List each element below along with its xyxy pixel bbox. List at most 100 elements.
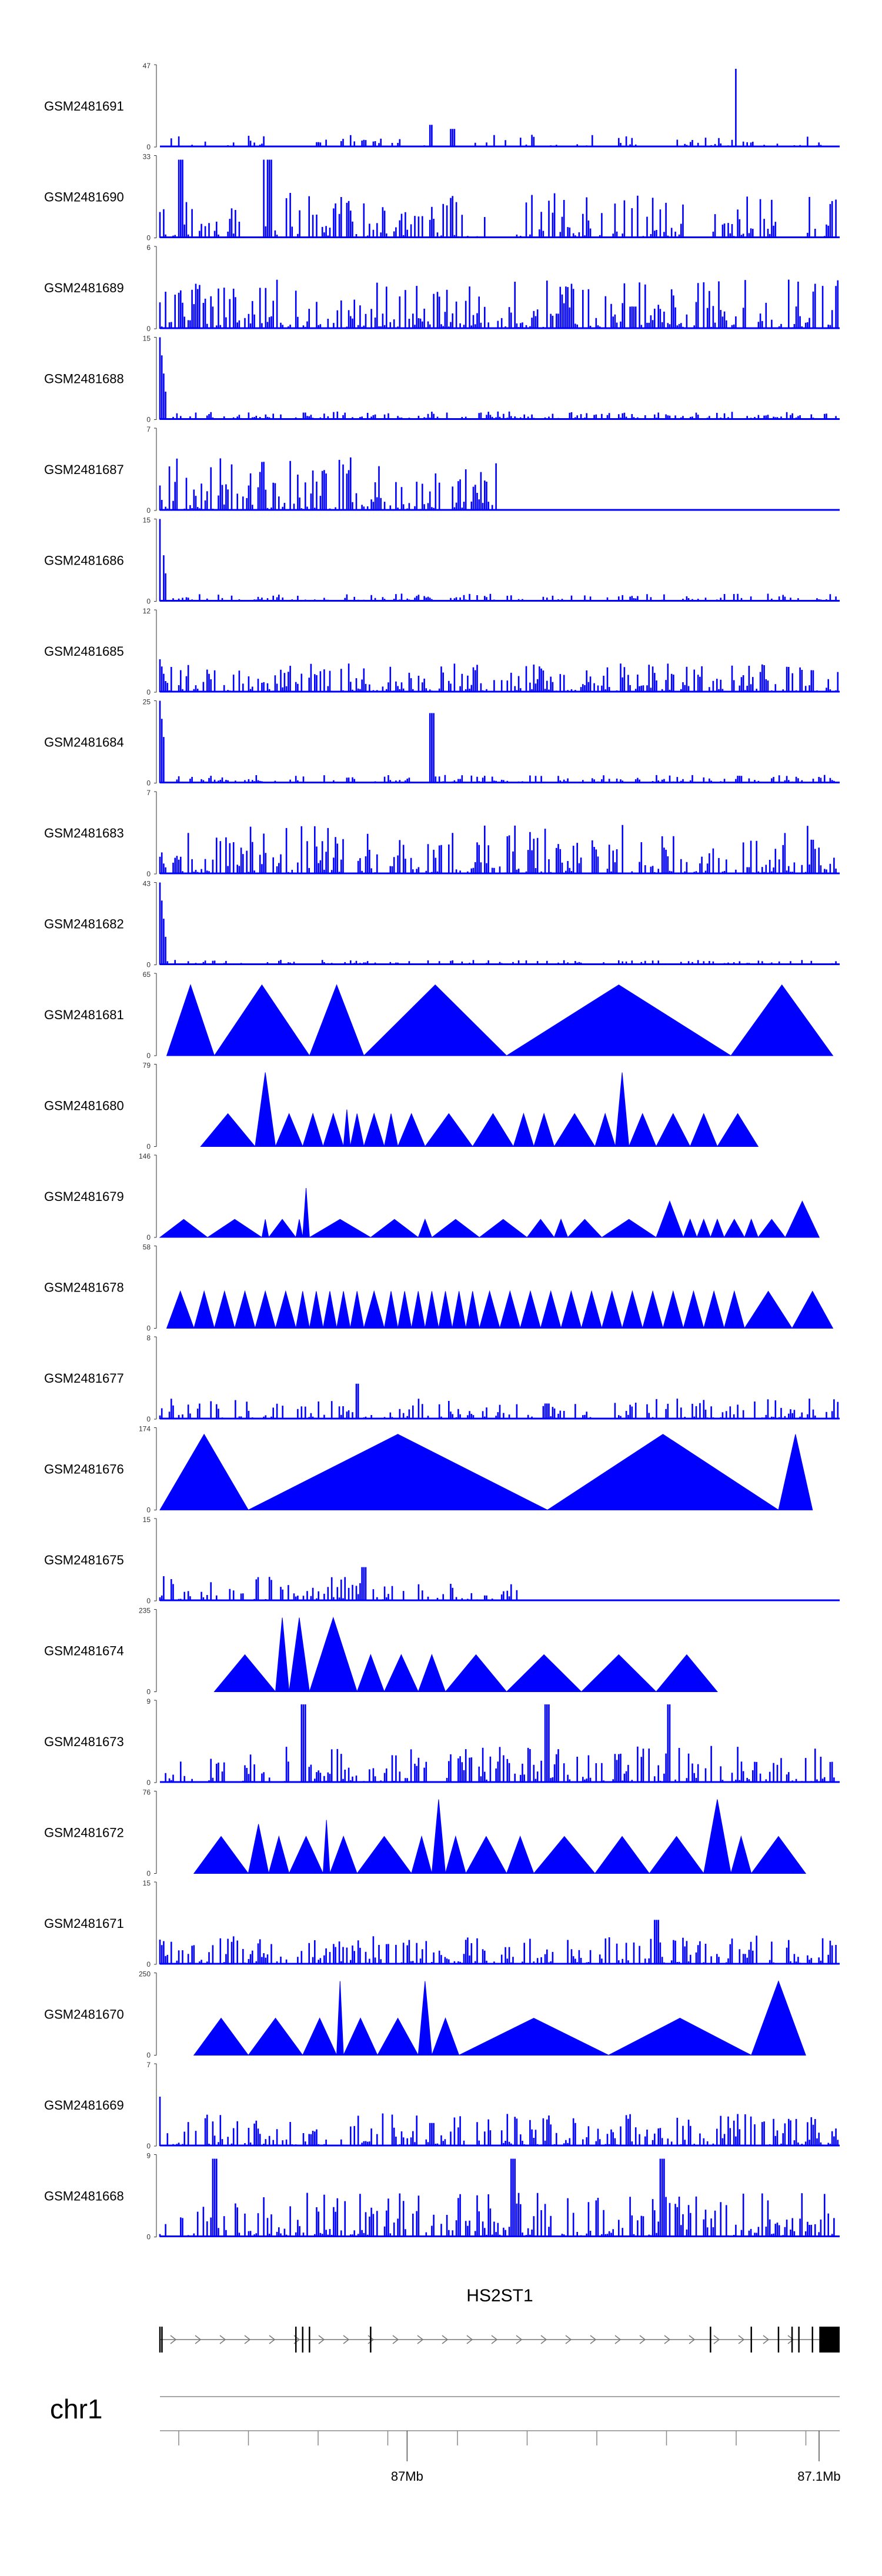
track-signal [159,882,840,965]
y-zero-label: 0 [146,598,151,606]
y-max-label: 79 [143,1062,151,1070]
y-zero-label: 0 [146,1960,151,1968]
track-GSM2481677: GSM2481677 8 0 [44,1334,840,1423]
y-zero-label: 0 [146,2233,151,2241]
track-GSM2481689: GSM2481689 6 0 [44,243,840,333]
track-GSM2481683: GSM2481683 7 0 [44,789,840,878]
track-label: GSM2481668 [44,2189,124,2204]
track-label: GSM2481684 [44,735,124,750]
signal-bars [159,1920,837,1964]
track-signal [213,1616,718,1692]
track-label: GSM2481670 [44,2007,124,2022]
track-GSM2481678: GSM2481678 58 0 [44,1243,834,1333]
track-label: GSM2481672 [44,1826,124,1840]
track-label: GSM2481688 [44,372,124,386]
strand-arrow [689,2335,696,2344]
signal-bars [159,159,837,238]
track-label: GSM2481691 [44,99,124,114]
y-zero-label: 0 [146,1870,151,1878]
track-GSM2481681: GSM2481681 65 0 [44,970,834,1060]
y-max-label: 15 [143,335,151,343]
y-zero-label: 0 [146,1233,151,1242]
track-signal [200,1072,759,1147]
triangle-peaks [193,1980,806,2056]
triangle-peaks [159,1187,820,1238]
track-signal [193,1799,807,1874]
y-max-label: 8 [146,1334,151,1342]
track-signal [160,69,840,148]
strand-arrow [170,2335,177,2344]
y-max-label: 47 [143,62,151,70]
signal-bars [159,659,839,692]
y-zero-label: 0 [146,1324,151,1333]
y-max-label: 12 [143,607,151,615]
strand-arrow [540,2335,547,2344]
y-zero-label: 0 [146,870,151,878]
track-label: GSM2481678 [44,1280,124,1295]
track-signal [159,825,840,875]
strand-arrow [343,2335,350,2344]
y-zero-label: 0 [146,325,151,333]
y-zero-label: 0 [146,506,151,515]
triangle-peaks [159,1433,813,1510]
track-GSM2481684: GSM2481684 25 0 [44,698,840,788]
track-GSM2481691: GSM2481691 47 0 [44,62,840,151]
y-zero-label: 0 [146,2051,151,2060]
track-GSM2481670: GSM2481670 250 0 [44,1970,806,2060]
track-label: GSM2481673 [44,1734,124,1749]
track-signal [193,1980,806,2056]
strand-arrow [491,2335,498,2344]
track-label: GSM2481677 [44,1371,124,1386]
track-GSM2481687: GSM2481687 7 0 [44,425,840,515]
track-signal [160,1704,840,1783]
track-signal [159,1920,840,1965]
strand-arrow [590,2335,597,2344]
y-max-label: 15 [143,1879,151,1887]
track-label: GSM2481674 [44,1644,124,1659]
signal-tracks: GSM2481691470GSM2481690330GSM248168960GS… [44,62,840,2241]
track-GSM2481669: GSM2481669 7 0 [44,2061,840,2150]
y-zero-label: 0 [146,1143,151,1151]
track-label: GSM2481683 [44,826,124,840]
signal-bars [159,279,839,329]
y-max-label: 65 [143,970,151,979]
track-GSM2481690: GSM2481690 33 0 [44,153,840,242]
triangle-peaks [166,984,834,1056]
axis-tick-label: 87.1Mb [797,2469,840,2484]
strand-arrow [195,2335,202,2344]
signal-bars [159,337,839,420]
track-signal [160,458,840,510]
signal-bars [159,882,839,965]
y-zero-label: 0 [146,416,151,424]
y-zero-label: 0 [146,779,151,788]
track-label: GSM2481682 [44,917,124,932]
track-label: GSM2481689 [44,281,124,295]
track-GSM2481675: GSM2481675 15 0 [44,1516,840,1605]
strand-arrow [417,2335,424,2344]
track-label: GSM2481690 [44,190,124,205]
y-max-label: 6 [146,243,151,252]
strand-arrow [466,2335,473,2344]
track-signal [159,159,840,238]
y-zero-label: 0 [146,1688,151,1696]
y-max-label: 7 [146,425,151,433]
track-signal [159,519,840,602]
axis-tick-label: 87Mb [391,2469,423,2484]
y-zero-label: 0 [146,961,151,969]
y-zero-label: 0 [146,234,151,242]
y-max-label: 174 [139,1425,151,1433]
signal-bars [161,1704,835,1783]
track-label: GSM2481680 [44,1099,124,1113]
track-signal [160,1567,840,1601]
chromosome-axis: chr1 87Mb 87.1Mb [50,2394,841,2484]
y-max-label: 33 [143,153,151,161]
signal-bars [160,458,498,510]
track-signal [159,700,840,783]
gene-label: HS2ST1 [466,2286,533,2305]
strand-arrow [442,2335,449,2344]
track-GSM2481682: GSM2481682 43 0 [44,880,840,969]
signal-bars [159,700,837,783]
track-GSM2481685: GSM2481685 12 0 [44,607,840,696]
y-max-label: 9 [146,1697,151,1706]
